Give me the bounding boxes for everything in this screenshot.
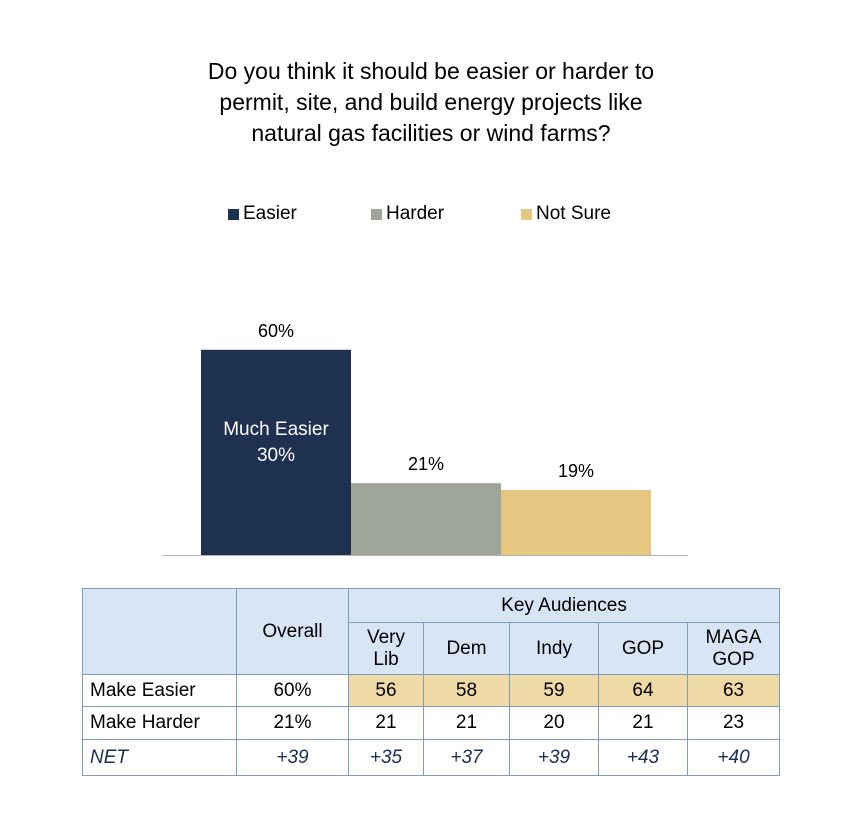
legend-swatch-easier <box>228 208 239 220</box>
bar-not-sure <box>501 490 651 555</box>
audience-header-dem: Dem <box>423 622 510 675</box>
overall-value: +39 <box>236 739 349 776</box>
audience-header-maga-gop: MAGA GOP <box>686 622 781 675</box>
data-label-easier: 60% <box>258 321 294 341</box>
row-label: Make Easier <box>82 674 237 707</box>
row-label: NET <box>82 739 237 776</box>
table-corner-cell <box>82 588 237 675</box>
cell-value: +37 <box>423 739 510 776</box>
title-line: Do you think it should be easier or hard… <box>207 58 655 84</box>
cell-value: +43 <box>598 739 688 776</box>
legend-label-harder: Harder <box>386 203 445 224</box>
cell-value: 21 <box>598 706 688 740</box>
audience-header-gop: GOP <box>598 622 688 675</box>
audience-header-indy: Indy <box>509 622 599 675</box>
bar-harder <box>351 483 501 555</box>
cell-value: 63 <box>686 674 781 707</box>
legend-item-easier: Easier <box>228 203 297 225</box>
cell-value: +40 <box>686 739 781 776</box>
cell-value: 58 <box>423 674 510 707</box>
overall-value: 21% <box>236 706 349 740</box>
cell-value: +35 <box>348 739 424 776</box>
audience-header-very-lib: Very Lib <box>348 622 424 675</box>
chart-title: Do you think it should be easier or hard… <box>0 56 862 149</box>
overall-header: Overall <box>236 588 349 675</box>
legend-swatch-harder <box>371 208 382 220</box>
cell-value: 21 <box>423 706 510 740</box>
legend-swatch-not-sure <box>521 208 532 220</box>
legend-label-not-sure: Not Sure <box>536 203 611 224</box>
title-line: permit, site, and build energy projects … <box>219 89 643 115</box>
cell-value: 21 <box>348 706 424 740</box>
legend-item-not-sure: Not Sure <box>521 203 611 225</box>
legend-item-harder: Harder <box>371 203 444 225</box>
bar-chart: 60% 21% 19% Much Easier 30% <box>163 321 688 556</box>
table-row-make-harder: Make Harder 21% 21 21 20 21 23 <box>82 706 781 740</box>
overall-value: 60% <box>236 674 349 707</box>
cell-value: 20 <box>509 706 599 740</box>
audience-header-line: GOP <box>712 648 755 670</box>
inner-label-value: 30% <box>257 445 295 466</box>
bar-easier <box>201 349 351 555</box>
inner-label-text: Much Easier <box>223 419 329 440</box>
key-audiences-header: Key Audiences <box>347 588 781 623</box>
row-label: Make Harder <box>82 706 237 740</box>
title-line: natural gas facilities or wind farms? <box>251 120 611 146</box>
legend-label-easier: Easier <box>243 203 297 224</box>
audience-header-line: Lib <box>373 648 399 670</box>
cell-value: 59 <box>509 674 599 707</box>
data-label-not-sure: 19% <box>558 461 594 481</box>
table-row-make-easier: Make Easier 60% 56 58 59 64 63 <box>82 674 781 707</box>
cell-value: 56 <box>348 674 424 707</box>
data-label-harder: 21% <box>408 454 444 474</box>
key-audiences-table: Overall Key Audiences Very Lib Dem Indy … <box>82 588 781 776</box>
audience-header-line: MAGA <box>705 626 762 648</box>
audience-header-line: Very <box>366 626 406 648</box>
cell-value: 64 <box>598 674 688 707</box>
cell-value: 23 <box>686 706 781 740</box>
cell-value: +39 <box>509 739 599 776</box>
table-row-net: NET +39 +35 +37 +39 +43 +40 <box>82 739 781 776</box>
